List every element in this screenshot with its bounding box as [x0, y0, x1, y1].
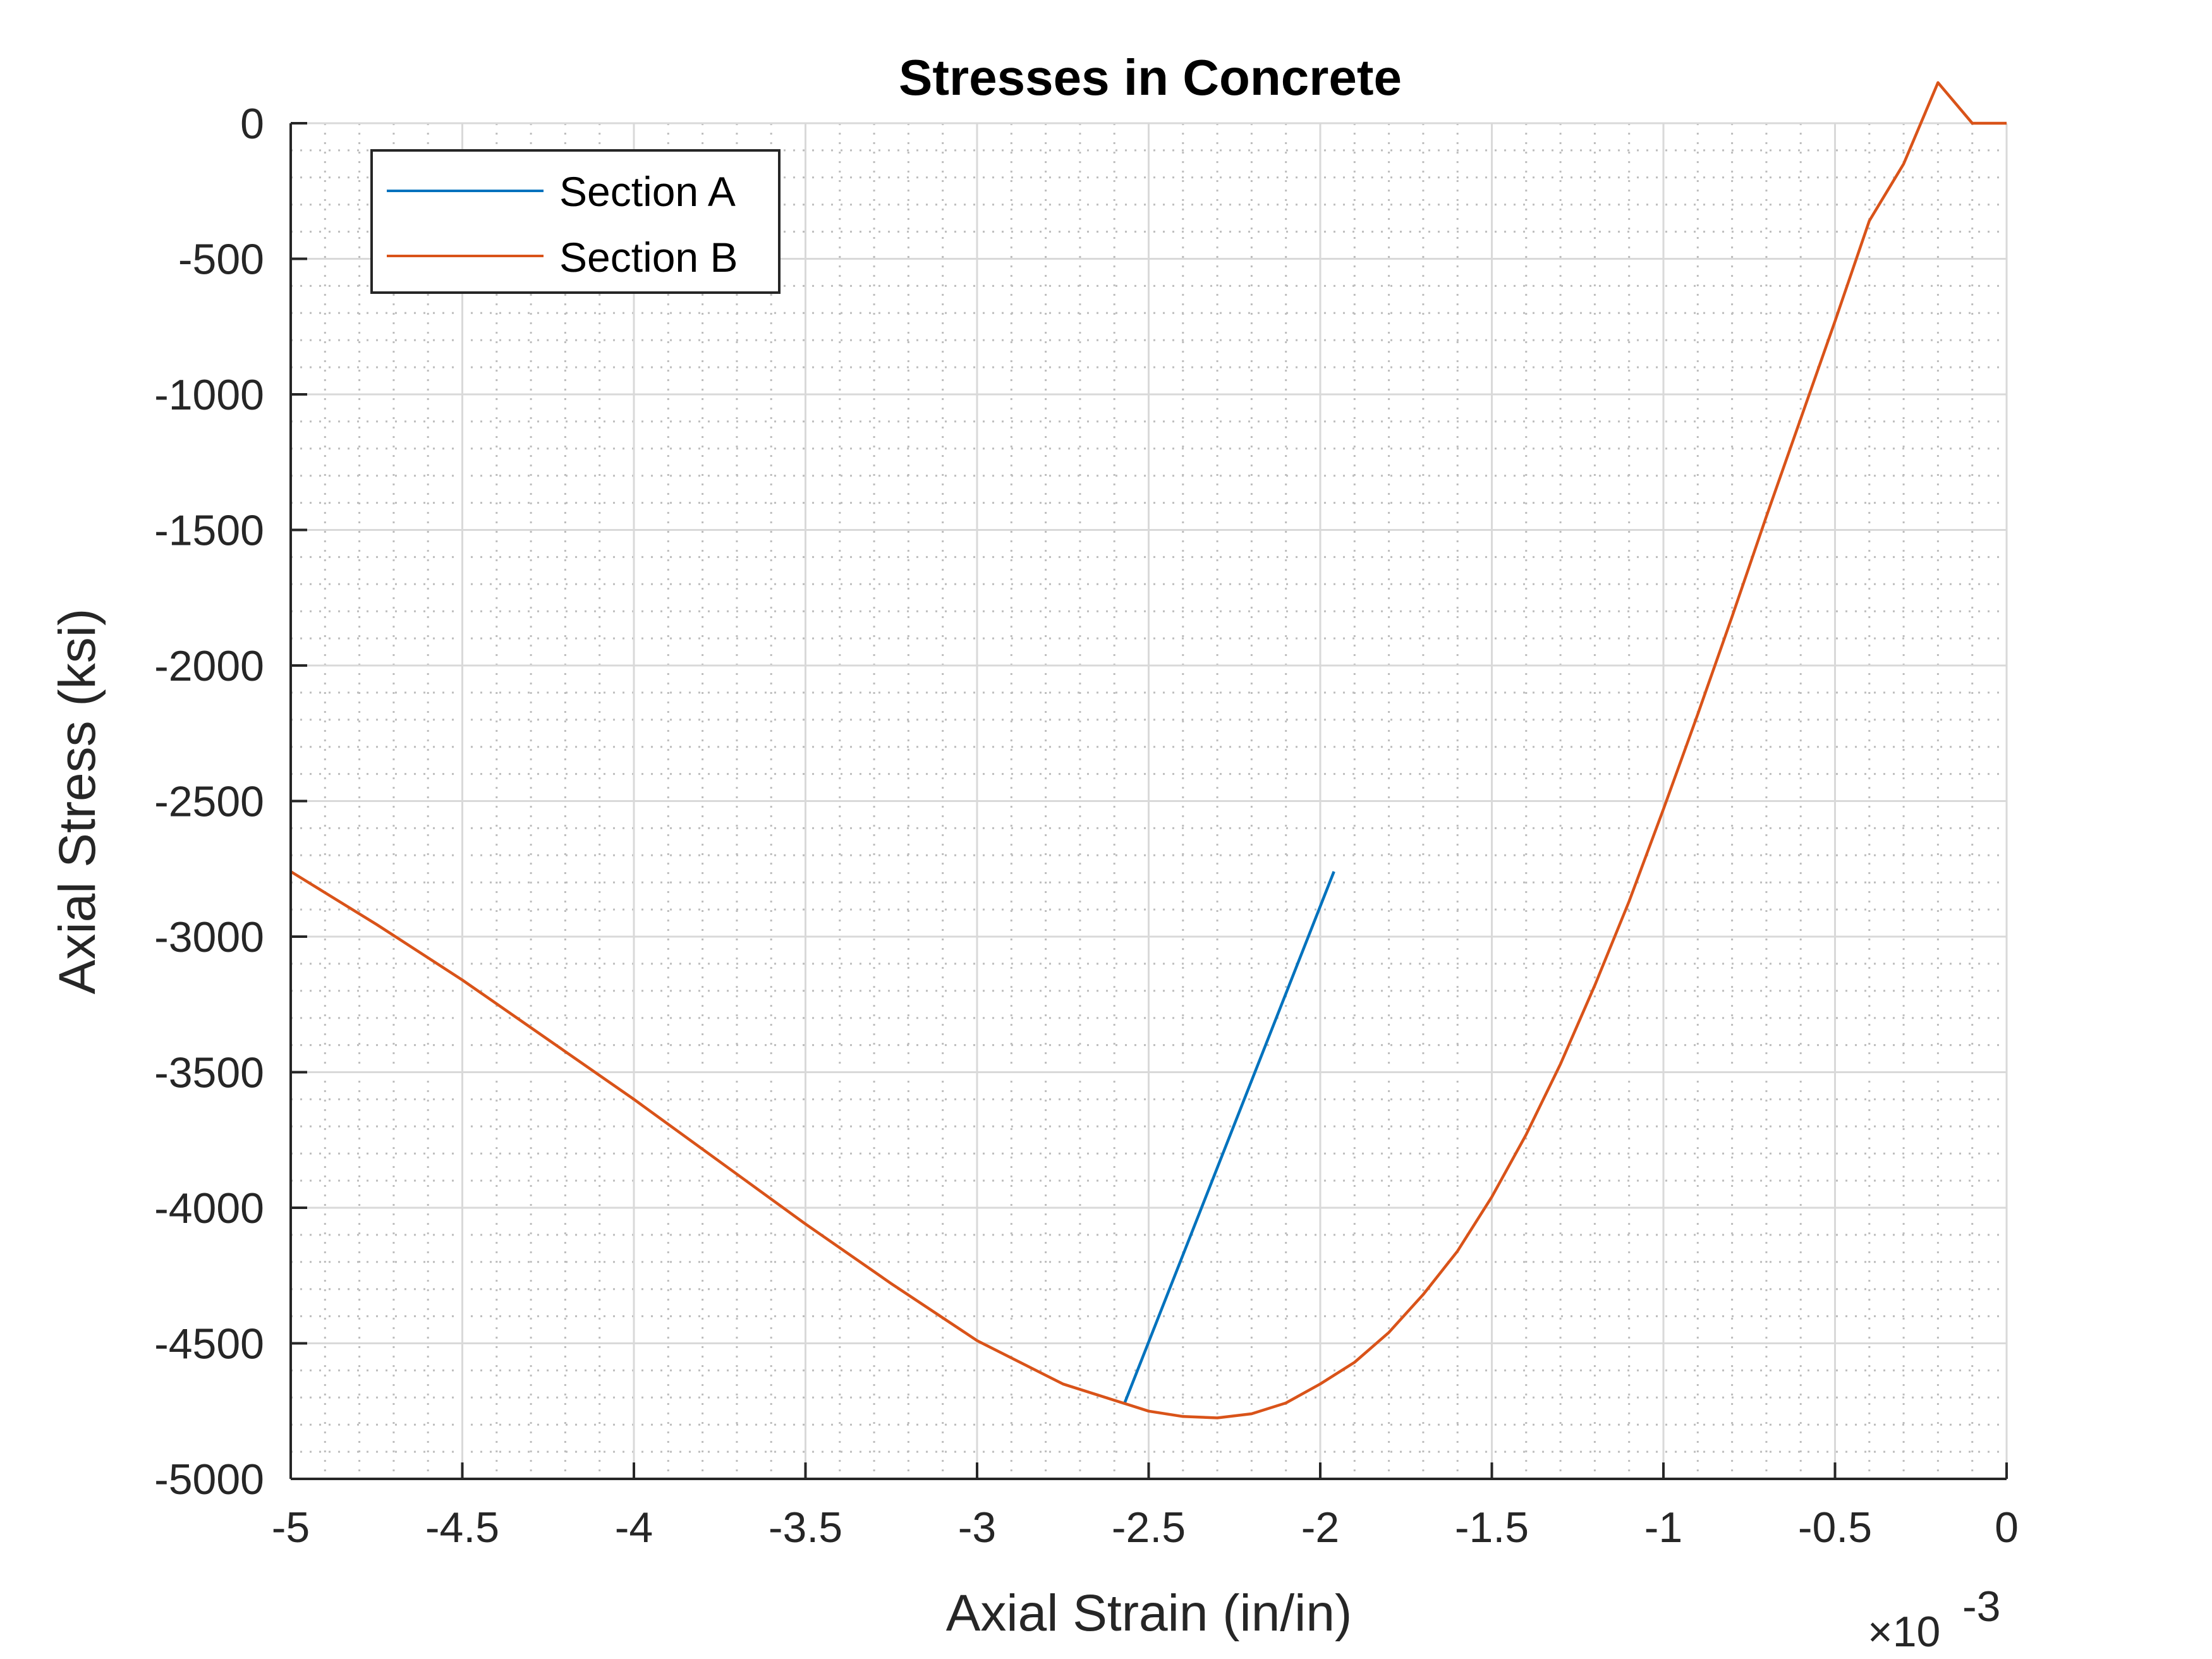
x-multiplier-base: ×10 — [1868, 1608, 1940, 1656]
x-tick-label: -3 — [958, 1504, 996, 1552]
x-tick-label: -2 — [1301, 1504, 1339, 1552]
x-multiplier-exponent: -3 — [1962, 1583, 2000, 1631]
x-tick-label: 0 — [1995, 1504, 2019, 1552]
x-tick-label: -1 — [1644, 1504, 1682, 1552]
x-tick-label: -3.5 — [769, 1504, 842, 1552]
chart-title: Stresses in Concrete — [899, 49, 1402, 106]
legend-label-section-b: Section B — [559, 234, 738, 281]
y-tick-label: -4000 — [154, 1184, 264, 1232]
y-tick-label: -3000 — [154, 913, 264, 961]
y-tick-label: -5000 — [154, 1455, 264, 1504]
x-tick-label: -4.5 — [425, 1504, 499, 1552]
y-tick-label: -500 — [178, 236, 264, 284]
series-layer — [289, 81, 2007, 1419]
y-tick-label: -2500 — [154, 778, 264, 826]
y-tick-label: -1500 — [154, 507, 264, 555]
x-tick-label: -4 — [615, 1504, 653, 1552]
x-axis-label: Axial Strain (in/in) — [946, 1584, 1352, 1642]
y-tick-label: -3500 — [154, 1049, 264, 1097]
legend-box — [370, 149, 781, 294]
series-line-section-a — [1123, 871, 1335, 1404]
y-tick-label: -4500 — [154, 1320, 264, 1368]
y-axis-label: Axial Stress (ksi) — [49, 609, 106, 995]
legend: Section A Section B — [370, 149, 781, 294]
x-tick-label: -0.5 — [1798, 1504, 1872, 1552]
series-line-section-b — [289, 81, 2007, 1419]
x-tick-label: -1.5 — [1455, 1504, 1529, 1552]
x-tick-label: -5 — [272, 1504, 310, 1552]
y-tick-label: -2000 — [154, 642, 264, 690]
x-tick-label: -2.5 — [1112, 1504, 1186, 1552]
y-tick-label: -1000 — [154, 371, 264, 419]
y-ticks: 0 -500 -1000 -1500 -2000 -2500 -3000 -3500 -4000… — [154, 100, 307, 1504]
legend-label-section-a: Section A — [559, 168, 736, 215]
x-multiplier: ×10 -3 — [1868, 1583, 2000, 1656]
x-ticks: -5 -4.5 -4 -3.5 -3 -2.5 -2 -1.5 -1 -0.5 0 — [272, 1462, 2019, 1552]
y-tick-label: 0 — [240, 100, 264, 148]
